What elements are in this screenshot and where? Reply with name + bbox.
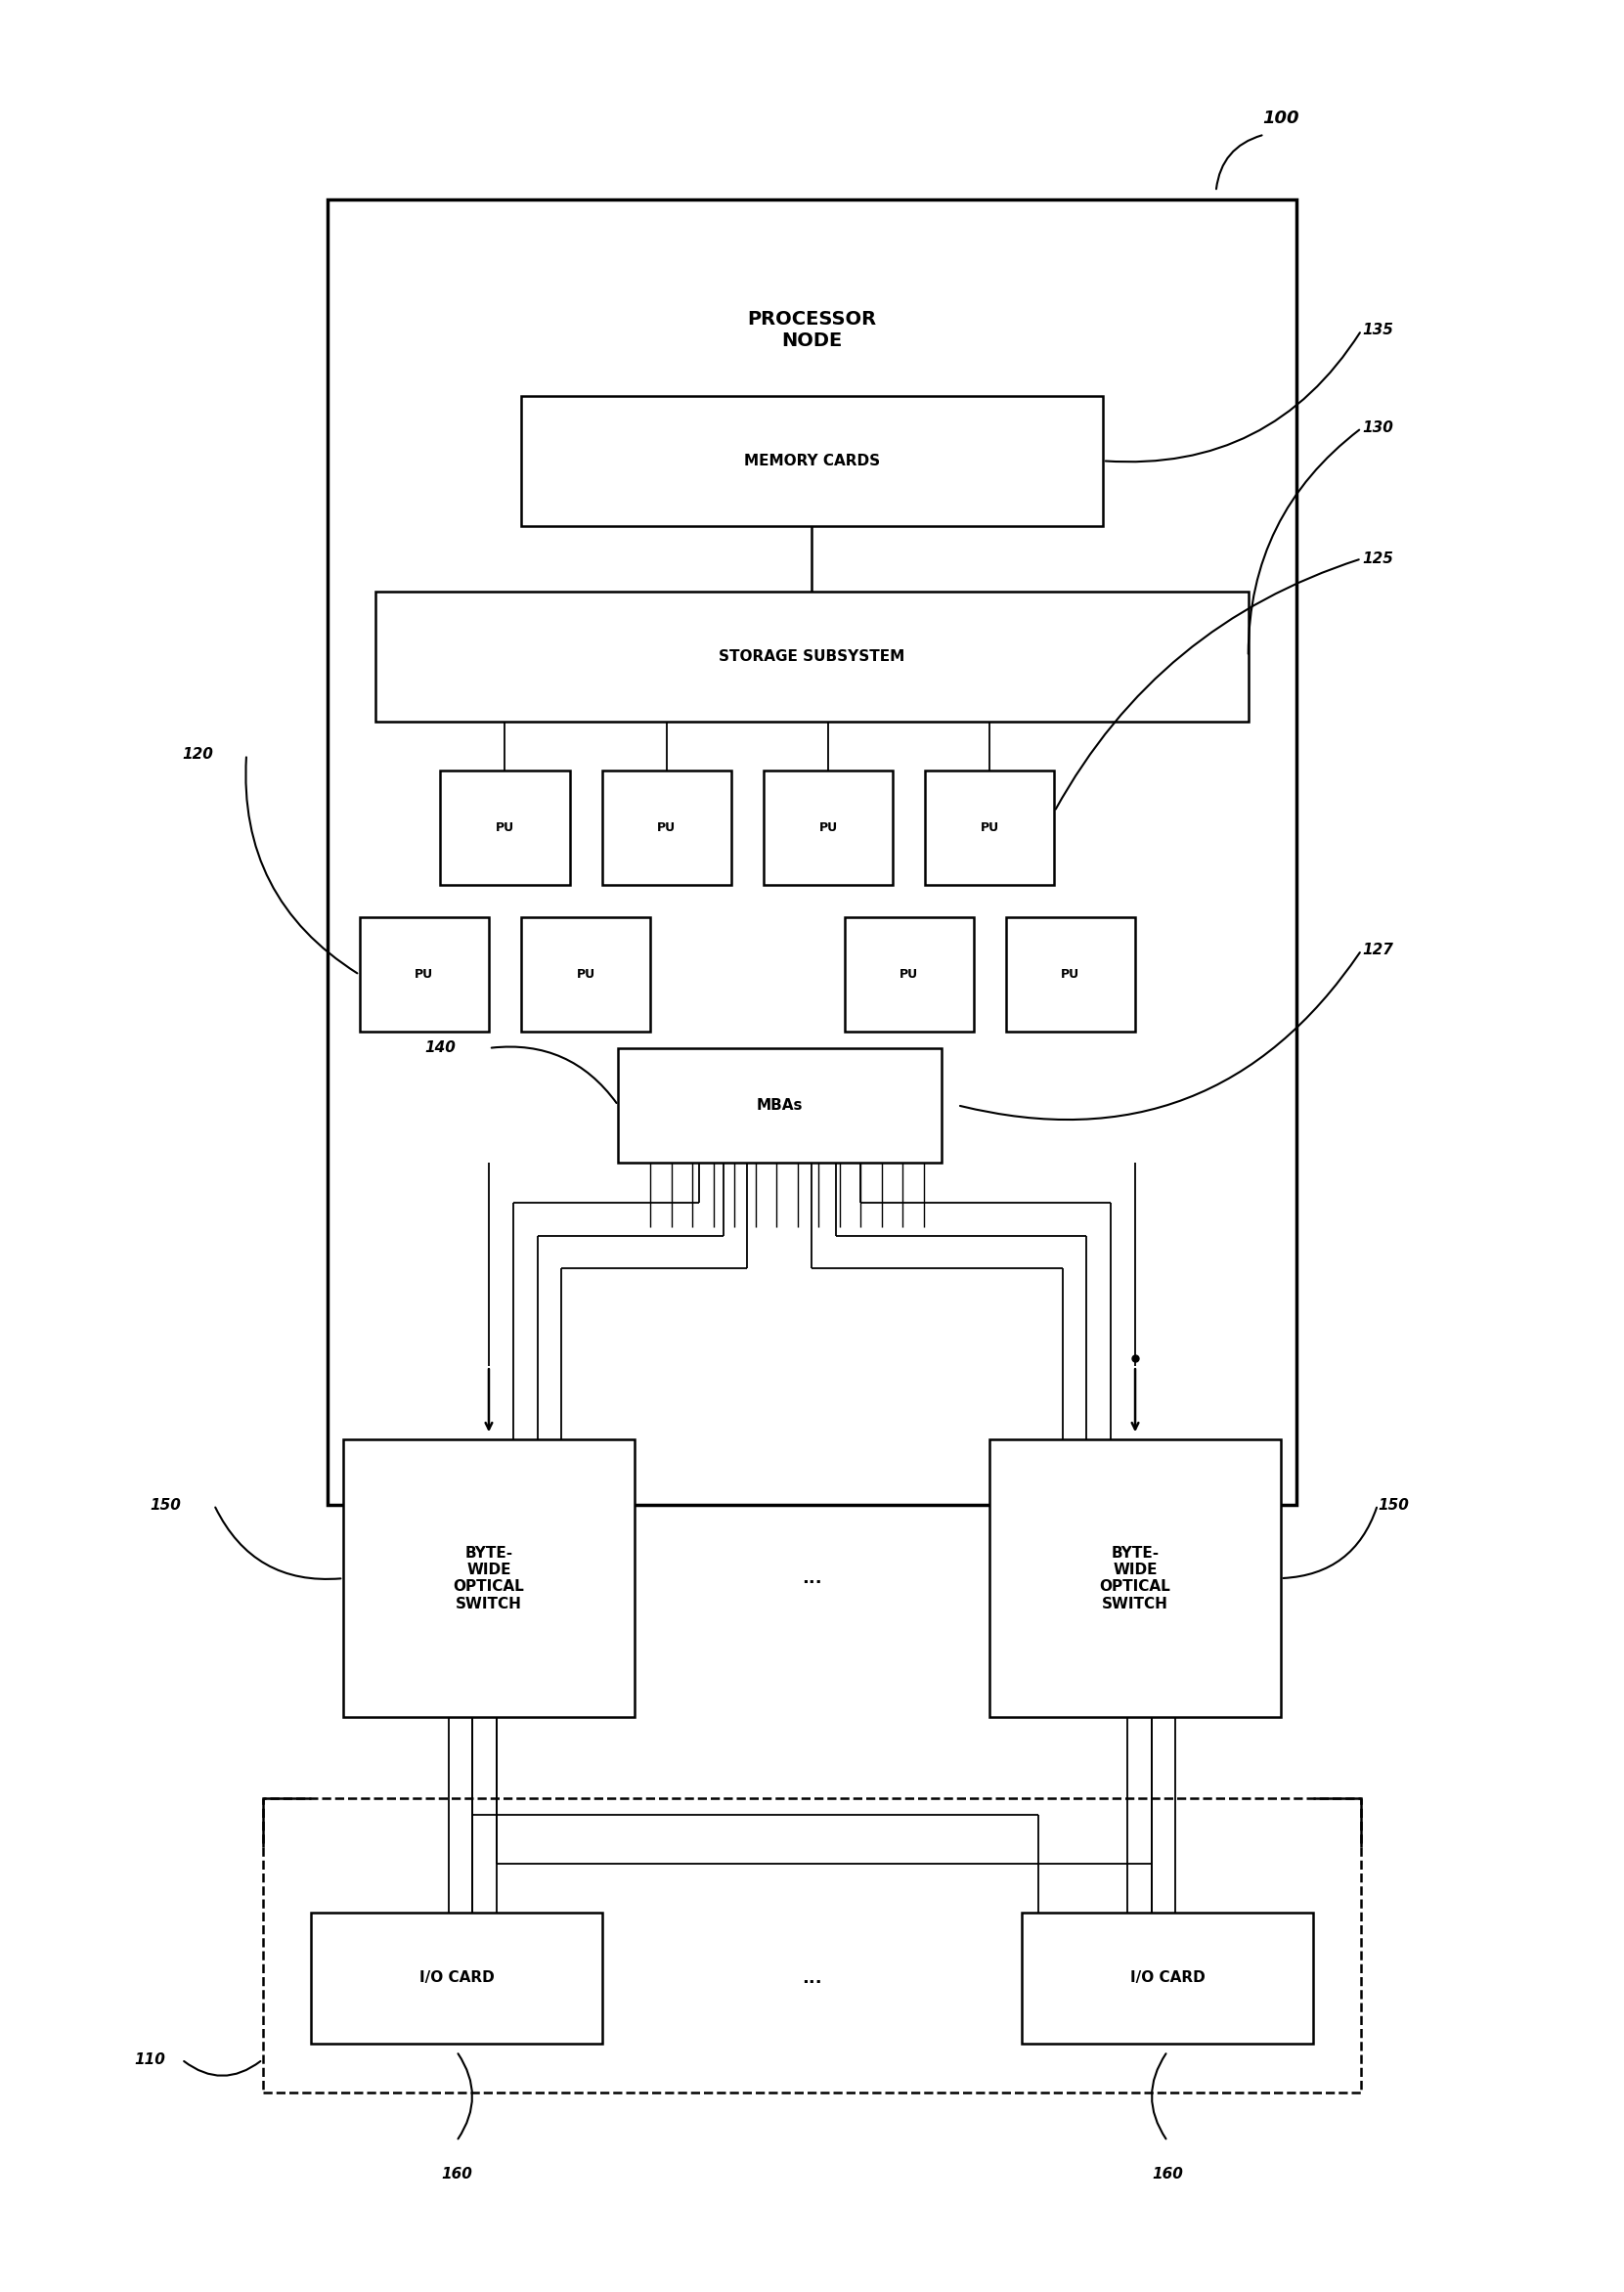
Text: 160: 160 (442, 2166, 473, 2182)
Text: STORAGE SUBSYSTEM: STORAGE SUBSYSTEM (719, 649, 905, 665)
Bar (619, 1047, 942, 1162)
Text: PU: PU (1060, 967, 1080, 981)
Text: PU: PU (414, 967, 434, 981)
Bar (440, 770, 570, 885)
Text: 150: 150 (1379, 1497, 1410, 1513)
Text: PU: PU (981, 821, 999, 834)
Text: ...: ... (802, 1969, 822, 1987)
Text: ...: ... (802, 1570, 822, 1586)
Text: PU: PU (900, 967, 918, 981)
Text: MBAs: MBAs (757, 1098, 802, 1112)
Text: PU: PU (577, 967, 594, 981)
Text: 120: 120 (182, 747, 214, 761)
Text: 100: 100 (1262, 110, 1299, 126)
Text: 110: 110 (133, 2051, 166, 2067)
Bar (312, 1914, 603, 2042)
Bar (989, 1439, 1281, 1717)
Text: 125: 125 (1363, 552, 1393, 566)
Bar (844, 917, 973, 1031)
Text: 140: 140 (425, 1041, 456, 1054)
Bar (1021, 1914, 1312, 2042)
Bar (1005, 917, 1135, 1031)
Text: PU: PU (658, 821, 676, 834)
Text: PU: PU (818, 821, 838, 834)
Text: 127: 127 (1363, 942, 1393, 958)
Text: 160: 160 (1151, 2166, 1182, 2182)
Bar (521, 397, 1103, 527)
Bar (375, 591, 1249, 722)
Text: 130: 130 (1363, 422, 1393, 435)
Text: 150: 150 (149, 1497, 182, 1513)
Text: MEMORY CARDS: MEMORY CARDS (744, 454, 880, 468)
Bar (926, 770, 1054, 885)
Text: 135: 135 (1363, 323, 1393, 337)
Bar (263, 1799, 1361, 2093)
Text: I/O CARD: I/O CARD (419, 1971, 494, 1985)
Text: BYTE-
WIDE
OPTICAL
SWITCH: BYTE- WIDE OPTICAL SWITCH (1099, 1545, 1171, 1611)
Text: PROCESSOR
NODE: PROCESSOR NODE (747, 309, 877, 351)
Bar (328, 199, 1296, 1506)
Bar (603, 770, 731, 885)
Bar (763, 770, 893, 885)
Text: I/O CARD: I/O CARD (1130, 1971, 1205, 1985)
Bar (343, 1439, 635, 1717)
Text: PU: PU (495, 821, 515, 834)
Bar (521, 917, 651, 1031)
Bar (359, 917, 489, 1031)
Text: BYTE-
WIDE
OPTICAL
SWITCH: BYTE- WIDE OPTICAL SWITCH (453, 1545, 525, 1611)
